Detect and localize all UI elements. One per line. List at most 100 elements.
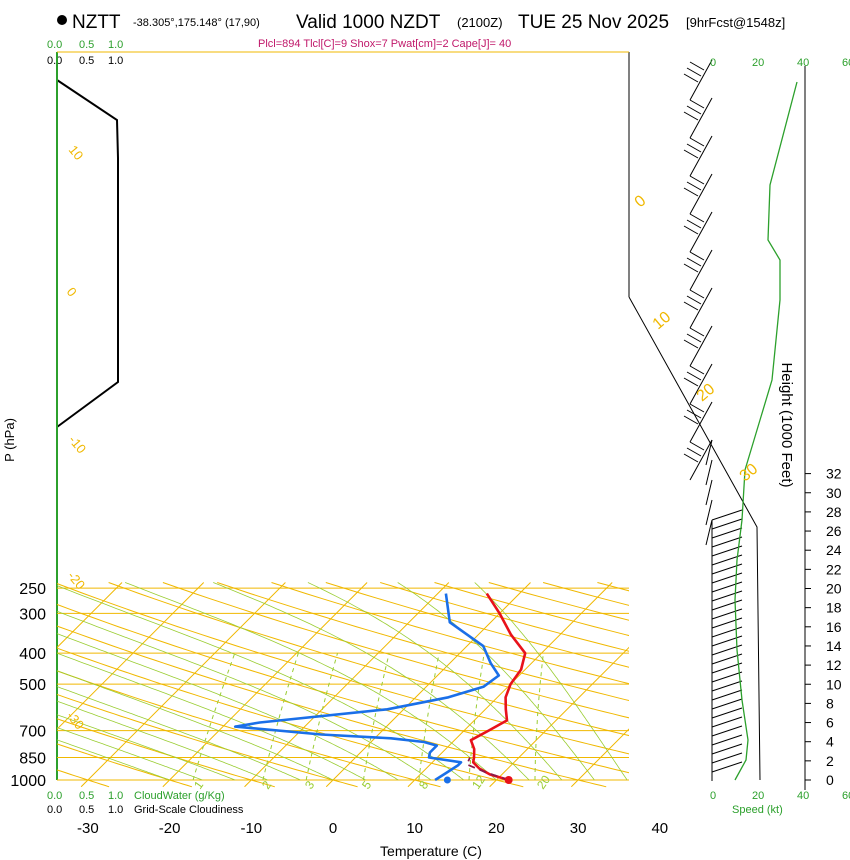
cloudiness-tick-top: 1.0 bbox=[108, 55, 123, 67]
wind-barb bbox=[711, 680, 743, 692]
pressure-axis: 250 300 400 500 700 850 1000 bbox=[10, 581, 46, 790]
isotherm-line bbox=[570, 728, 629, 788]
cloudiness-profile bbox=[56, 79, 119, 428]
wind-barb bbox=[711, 752, 743, 764]
wind-barb bbox=[683, 187, 699, 197]
cloudiness-tick-bottom: 0.5 bbox=[79, 804, 94, 816]
moist-adiabat-line bbox=[474, 582, 628, 781]
cloudwater-tick-top: 1.0 bbox=[108, 39, 123, 51]
isotherm-line bbox=[57, 582, 205, 730]
moist-adiabat-line bbox=[57, 585, 464, 781]
height-tick-label: 2 bbox=[826, 753, 834, 769]
station-id: NZTT bbox=[72, 12, 121, 33]
wind-barb bbox=[686, 105, 702, 115]
wind-barb bbox=[689, 289, 705, 299]
station-marker bbox=[57, 15, 67, 25]
wind-barb bbox=[689, 213, 705, 223]
wind-barb bbox=[711, 707, 743, 719]
wind-barb bbox=[711, 536, 743, 548]
temperature-profile bbox=[469, 592, 527, 782]
wind-barb bbox=[689, 287, 713, 329]
wind-barb bbox=[711, 671, 743, 683]
wind-barb bbox=[683, 149, 699, 159]
thermo-grid bbox=[57, 582, 850, 788]
wind-barb bbox=[686, 409, 702, 419]
moist-adiabat-line bbox=[57, 652, 366, 781]
wind-barb bbox=[686, 67, 702, 77]
isotherm-label: 0 bbox=[64, 284, 80, 299]
wind-barb bbox=[705, 459, 713, 486]
wind-barb bbox=[686, 447, 702, 457]
wind-barb bbox=[686, 333, 702, 343]
mixing-ratio-line bbox=[534, 653, 544, 780]
height-tick-label: 30 bbox=[826, 485, 842, 501]
dry-adiabat-line bbox=[325, 582, 629, 668]
mixing-ratio-line bbox=[418, 653, 440, 781]
height-tick-label: 18 bbox=[826, 600, 842, 616]
height-tick-label: 16 bbox=[826, 619, 842, 635]
isotherm-line bbox=[57, 582, 123, 649]
cloudiness-panel: 0.0 0.5 1.0 0.0 0.5 1.0 0.0 0.5 1.0 Clou… bbox=[47, 39, 244, 816]
wind-barb bbox=[689, 137, 705, 147]
wind-barb bbox=[689, 401, 713, 443]
wind-barb bbox=[686, 143, 702, 153]
wind-barb bbox=[711, 617, 743, 629]
height-tick-label: 28 bbox=[826, 504, 842, 520]
temperature-tick-label: 10 bbox=[406, 820, 423, 837]
wind-barbs bbox=[683, 59, 743, 781]
wind-barb bbox=[686, 257, 702, 267]
wind-barb bbox=[683, 225, 699, 235]
mixing-ratio-label: 12 bbox=[469, 772, 488, 791]
wind-barb bbox=[689, 327, 705, 337]
wind-barb bbox=[711, 716, 743, 728]
dry-adiabat-line bbox=[57, 718, 275, 788]
dry-adiabat-line bbox=[57, 670, 441, 788]
wind-barb bbox=[683, 453, 699, 463]
dry-adiabat-line bbox=[57, 743, 193, 788]
height-tick-label: 12 bbox=[826, 657, 842, 673]
wind-barb bbox=[689, 175, 705, 185]
wind-barb bbox=[711, 599, 743, 611]
mixing-ratio-line bbox=[192, 653, 236, 781]
dry-adiabat-line bbox=[652, 583, 850, 787]
isotherm-label: -20 bbox=[65, 568, 89, 592]
speed-axis-label: Speed (kt) bbox=[732, 804, 783, 816]
wind-barb bbox=[686, 295, 702, 305]
cloudwater-label: CloudWater (g/Kg) bbox=[134, 790, 225, 802]
sounding-parameters: Plcl=894 Tlcl[C]=9 Shox=7 Pwat[cm]=2 Cap… bbox=[258, 38, 511, 50]
wind-barb bbox=[683, 415, 699, 425]
wind-barb bbox=[683, 73, 699, 83]
dry-adiabat-line bbox=[57, 625, 607, 788]
pressure-tick-label: 500 bbox=[19, 677, 46, 694]
station-location: -38.305°,175.148° (17,90) bbox=[133, 17, 260, 29]
speed-tick-bottom: 20 bbox=[752, 790, 764, 802]
height-tick-label: 0 bbox=[826, 772, 834, 788]
pressure-tick-label: 700 bbox=[19, 724, 46, 741]
cloudwater-tick-bottom: 1.0 bbox=[108, 790, 123, 802]
wind-barb bbox=[711, 698, 743, 710]
cloudiness-tick-bottom: 1.0 bbox=[108, 804, 123, 816]
temperature-tick-label: 40 bbox=[651, 820, 668, 837]
cloudiness-tick-top: 0.5 bbox=[79, 55, 94, 67]
wind-barb bbox=[686, 181, 702, 191]
wind-barb bbox=[711, 734, 743, 746]
speed-tick-top: 40 bbox=[797, 57, 809, 69]
moist-adiabat-line bbox=[57, 686, 301, 781]
isotherm-line bbox=[162, 582, 368, 788]
isotherm-label: -30 bbox=[64, 708, 88, 732]
wind-barb bbox=[689, 325, 713, 367]
pressure-tick-label: 400 bbox=[19, 646, 46, 663]
speed-tick-top: 20 bbox=[752, 57, 764, 69]
wind-barb bbox=[683, 377, 699, 387]
dry-adiabat-label: 10 bbox=[650, 309, 675, 334]
wind-barb bbox=[711, 581, 743, 593]
wind-barb bbox=[689, 403, 705, 413]
wind-barb bbox=[711, 608, 743, 620]
dry-adiabat-line bbox=[162, 582, 629, 719]
height-tick-label: 14 bbox=[826, 638, 842, 654]
wind-barb bbox=[705, 439, 713, 466]
dry-adiabat-label: 30 bbox=[737, 461, 762, 486]
wind-barb bbox=[711, 662, 743, 674]
speed-tick-bottom: 60 bbox=[842, 790, 850, 802]
